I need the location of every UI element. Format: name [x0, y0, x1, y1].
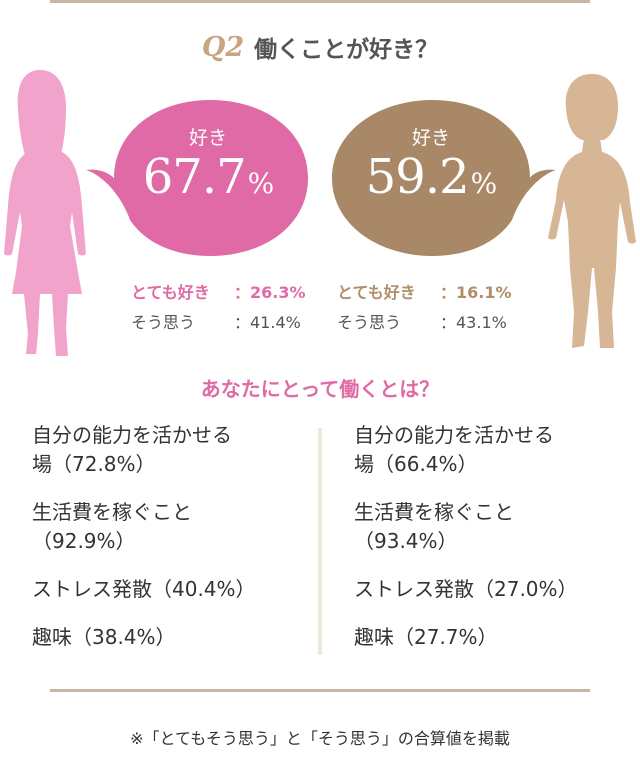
list-item: 生活費を稼ぐこと （92.9%） [32, 498, 302, 556]
list-item-text: 自分の能力を活かせる [354, 423, 554, 447]
question-text: 働くことが好き？ [254, 37, 439, 63]
percent-sign: % [247, 167, 275, 200]
speech-bubble-left [86, 100, 308, 256]
list-item: 趣味（38.4%） [32, 623, 302, 652]
column-divider [318, 428, 322, 655]
like-total-value: 67.7 [142, 149, 247, 205]
breakdown-row: とても好き ：26.3% [131, 278, 306, 308]
breakdown-value: ：41.4% [234, 313, 301, 332]
list-item-text: 生活費を稼ぐこと [354, 500, 514, 524]
list-item: 生活費を稼ぐこと （93.4%） [354, 498, 624, 556]
list-item-text-continued: （93.4%） [354, 529, 458, 553]
breakdown-label: そう思う [131, 313, 196, 332]
breakdown-row: とても好き ：16.1% [337, 278, 512, 308]
work-meaning-list-left: 自分の能力を活かせる 場（72.8%） 生活費を稼ぐこと （92.9%） ストレ… [32, 421, 302, 652]
section-title: あなたにとって働くとは？ [200, 377, 440, 401]
breakdown-right: とても好き ：16.1% そう思う ：43.1% [337, 278, 512, 338]
list-item-text: ストレス発散（27.0%） [354, 577, 578, 601]
list-item: 自分の能力を活かせる 場（66.4%） [354, 421, 624, 479]
bubble-right-text: 好き 59.2% [334, 127, 528, 212]
list-item-text-continued: 場（66.4%） [354, 452, 478, 476]
list-item-text: ストレス発散（40.4%） [32, 577, 256, 601]
list-item: ストレス発散（40.4%） [32, 575, 302, 604]
list-item-text-continued: 場（72.8%） [32, 452, 156, 476]
bottom-rule [50, 689, 590, 692]
work-meaning-list-right: 自分の能力を活かせる 場（66.4%） 生活費を稼ぐこと （93.4%） ストレ… [354, 421, 624, 652]
breakdown-value: ：16.1% [440, 283, 512, 302]
bubble-left-text: 好き 67.7% [112, 127, 304, 212]
breakdown-label: とても好き [131, 283, 210, 302]
list-item: 自分の能力を活かせる 場（72.8%） [32, 421, 302, 479]
footnote: ※「とてもそう思う」と「そう思う」の合算値を掲載 [130, 729, 510, 748]
breakdown-value: ：43.1% [440, 313, 507, 332]
question-number: Q2 [201, 31, 245, 63]
list-item-text-continued: （92.9%） [32, 529, 136, 553]
speech-bubble-right [332, 100, 556, 256]
list-item: ストレス発散（27.0%） [354, 575, 624, 604]
list-item-text: 自分の能力を活かせる [32, 423, 232, 447]
like-total-percent: 67.7% [112, 149, 304, 212]
breakdown-label: そう思う [337, 313, 402, 332]
breakdown-label: とても好き [337, 283, 416, 302]
top-rule [50, 0, 590, 3]
woman-silhouette-icon [4, 70, 86, 356]
woman-silhouette-icon [548, 74, 636, 348]
list-item-text: 生活費を稼ぐこと [32, 500, 192, 524]
breakdown-left: とても好き ：26.3% そう思う ：41.4% [131, 278, 306, 338]
list-item-text: 趣味（38.4%） [32, 625, 176, 649]
percent-sign: % [470, 167, 498, 200]
breakdown-row: そう思う ：43.1% [337, 308, 512, 338]
list-item: 趣味（27.7%） [354, 623, 624, 652]
breakdown-value: ：26.3% [234, 283, 306, 302]
breakdown-row: そう思う ：41.4% [131, 308, 306, 338]
question-title: Q2 働くことが好き？ [0, 30, 640, 64]
like-total-percent: 59.2% [334, 149, 528, 212]
like-label: 好き [411, 127, 450, 149]
like-label: 好き [188, 127, 227, 149]
like-total-value: 59.2 [365, 149, 470, 205]
list-item-text: 趣味（27.7%） [354, 625, 498, 649]
